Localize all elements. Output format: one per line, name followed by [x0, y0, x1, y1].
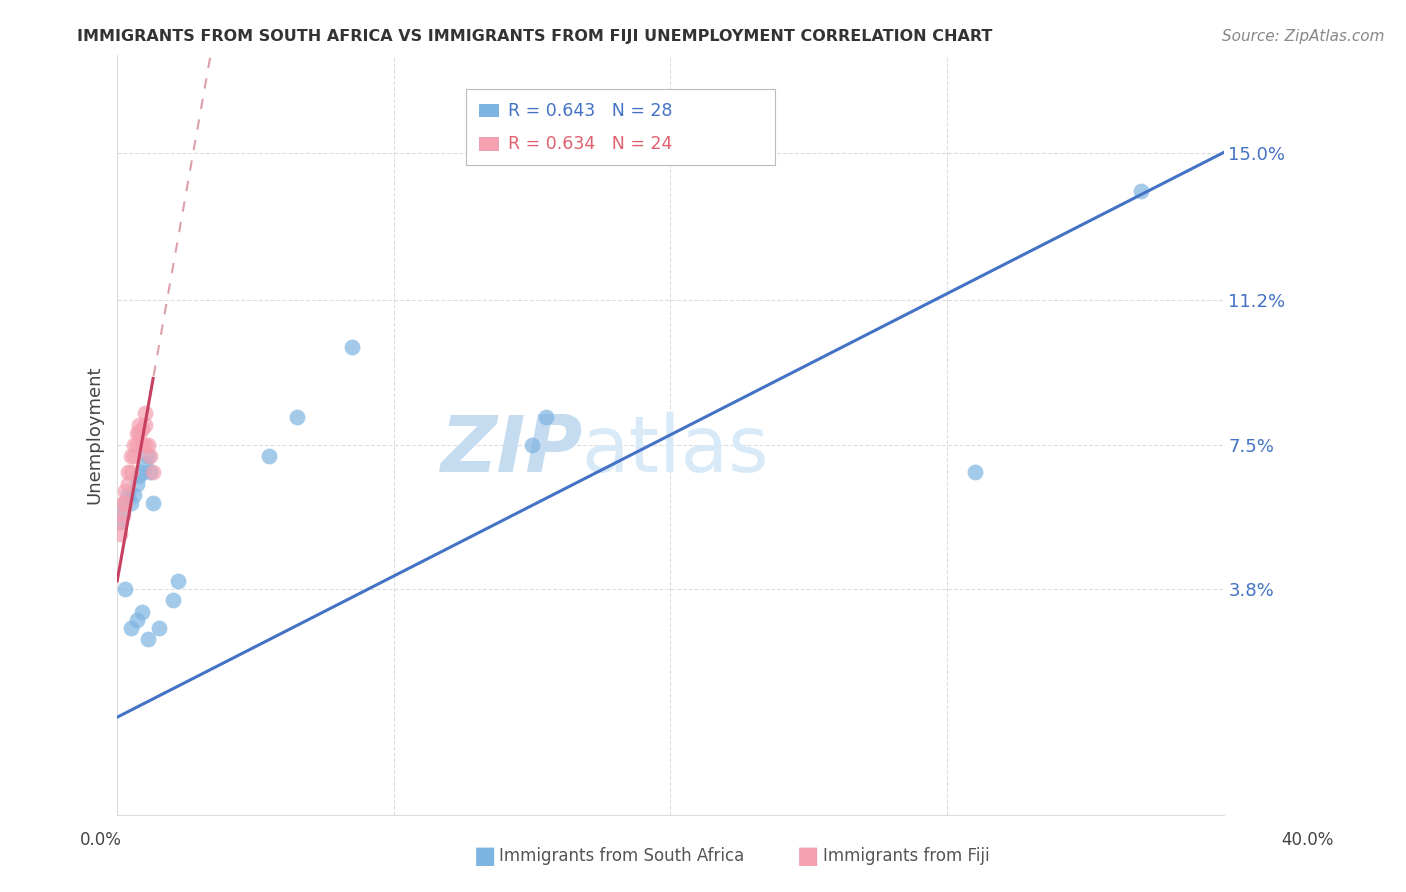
Point [1129, 185, 1152, 199]
Text: Source: ZipAtlas.com: Source: ZipAtlas.com [1222, 29, 1385, 44]
Point [139, 450, 162, 464]
Point [342, 340, 364, 354]
Point [125, 476, 148, 491]
Point [120, 450, 142, 464]
Point [111, 504, 134, 518]
Point [125, 613, 148, 627]
Text: 40.0%: 40.0% [1281, 831, 1334, 849]
Point [111, 508, 134, 522]
Point [259, 450, 281, 464]
Point [128, 425, 150, 440]
Point [131, 605, 153, 619]
Point [142, 465, 165, 479]
Text: 0.0%: 0.0% [80, 831, 122, 849]
Point [136, 450, 159, 464]
Point [117, 488, 139, 502]
Text: Immigrants from Fiji: Immigrants from Fiji [823, 847, 990, 865]
Point [108, 527, 131, 541]
Point [139, 465, 162, 479]
Text: atlas: atlas [582, 412, 769, 488]
Text: ZIP: ZIP [440, 412, 582, 488]
Point [963, 465, 986, 479]
Point [134, 406, 156, 420]
Point [117, 465, 139, 479]
Point [136, 632, 159, 647]
Point [131, 465, 153, 479]
Point [134, 457, 156, 471]
Point [111, 496, 134, 510]
Point [114, 496, 136, 510]
FancyBboxPatch shape [465, 89, 776, 165]
Text: R = 0.643   N = 28: R = 0.643 N = 28 [508, 102, 672, 120]
Point [125, 437, 148, 451]
Point [162, 593, 184, 607]
Point [520, 437, 543, 451]
Point [120, 465, 142, 479]
Point [108, 516, 131, 530]
Y-axis label: Unemployment: Unemployment [86, 366, 103, 504]
Point [114, 496, 136, 510]
Point [114, 582, 136, 596]
Point [128, 468, 150, 483]
Text: ■: ■ [797, 845, 820, 868]
Point [285, 410, 308, 425]
Point [125, 425, 148, 440]
Point [117, 476, 139, 491]
FancyBboxPatch shape [479, 137, 499, 151]
Text: ■: ■ [474, 845, 496, 868]
Text: IMMIGRANTS FROM SOUTH AFRICA VS IMMIGRANTS FROM FIJI UNEMPLOYMENT CORRELATION CH: IMMIGRANTS FROM SOUTH AFRICA VS IMMIGRAN… [77, 29, 993, 44]
Point [108, 516, 131, 530]
Point [134, 418, 156, 433]
Point [134, 437, 156, 451]
Point [114, 484, 136, 499]
Point [120, 496, 142, 510]
Point [131, 437, 153, 451]
Point [534, 410, 557, 425]
Point [128, 418, 150, 433]
Point [131, 422, 153, 436]
Point [122, 437, 145, 451]
Text: R = 0.634   N = 24: R = 0.634 N = 24 [508, 135, 672, 153]
Point [167, 574, 190, 588]
Point [136, 437, 159, 451]
Point [148, 621, 170, 635]
Point [122, 488, 145, 502]
Point [120, 621, 142, 635]
Point [142, 496, 165, 510]
FancyBboxPatch shape [479, 103, 499, 118]
Text: Immigrants from South Africa: Immigrants from South Africa [499, 847, 744, 865]
Point [122, 450, 145, 464]
